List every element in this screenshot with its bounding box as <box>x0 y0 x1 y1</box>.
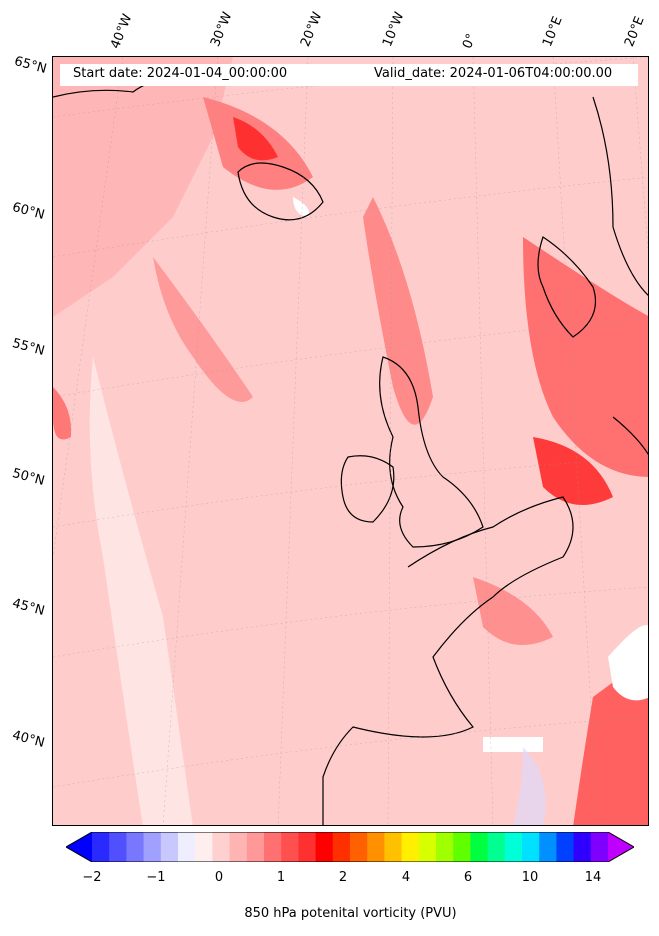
lon-label-20e: 20°E <box>622 14 648 49</box>
colorbar-tick: 14 <box>584 870 602 885</box>
start-date-label: Start date: 2024-01-04_00:00:00 <box>73 66 288 81</box>
colorbar-tick: −1 <box>146 870 166 885</box>
colorbar-swatch <box>160 832 179 862</box>
colorbar-swatch <box>298 832 317 862</box>
colorbar-extend-high <box>608 832 634 862</box>
lon-label-0: 0° <box>460 31 480 51</box>
colorbar-swatch <box>436 832 454 862</box>
pv-field-map <box>53 57 648 825</box>
colorbar-swatch <box>384 832 403 862</box>
colorbar-tick: 6 <box>463 870 473 885</box>
colorbar-swatch <box>332 832 351 862</box>
lat-label-50n: 50°N <box>10 466 47 489</box>
colorbar-swatch <box>195 832 213 862</box>
lat-label-60n: 60°N <box>10 200 47 223</box>
colorbar-swatch <box>212 832 231 862</box>
colorbar-swatch <box>143 832 162 862</box>
colorbar-swatch <box>315 832 334 862</box>
colorbar <box>66 832 634 862</box>
colorbar-swatch <box>367 832 385 862</box>
colorbar-tick: 10 <box>521 870 539 885</box>
colorbar-extend-low <box>66 832 92 862</box>
map-plot-area <box>52 56 649 826</box>
lat-label-45n: 45°N <box>10 596 47 619</box>
colorbar-swatch <box>281 832 299 862</box>
colorbar-swatch <box>487 832 506 862</box>
colorbar-tick: −2 <box>82 870 102 885</box>
colorbar-swatch <box>470 832 489 862</box>
colorbar-swatch <box>539 832 557 862</box>
lon-label-20w: 20°W <box>298 10 326 49</box>
colorbar-swatch <box>246 832 265 862</box>
lon-label-40w: 40°W <box>108 12 136 51</box>
colorbar-swatch <box>229 832 248 862</box>
valid-date-label: Valid_date: 2024-01-06T04:00:00.00 <box>374 66 613 81</box>
colorbar-label: 850 hPa potenital vorticity (PVU) <box>244 906 457 921</box>
colorbar-swatch <box>453 832 471 862</box>
colorbar-swatch <box>573 832 592 862</box>
colorbar-tick: 2 <box>338 870 348 885</box>
lat-label-40n: 40°N <box>10 728 47 751</box>
colorbar-tick: 1 <box>276 870 286 885</box>
colorbar-swatch <box>590 832 609 862</box>
colorbar-swatch <box>401 832 420 862</box>
colorbar-tick: 4 <box>401 870 411 885</box>
lon-label-10e: 10°E <box>540 14 566 49</box>
lat-label-65n: 65°N <box>12 54 49 77</box>
lon-label-10w: 10°W <box>380 10 408 49</box>
colorbar-swatch <box>92 832 110 862</box>
header-bar <box>60 64 638 86</box>
colorbar-tick: 0 <box>214 870 224 885</box>
colorbar-swatch <box>418 832 437 862</box>
lat-label-55n: 55°N <box>10 336 47 359</box>
lon-label-30w: 30°W <box>208 10 236 49</box>
colorbar-swatch <box>556 832 575 862</box>
colorbar-swatch <box>178 832 196 862</box>
colorbar-swatch <box>350 832 368 862</box>
colorbar-swatch <box>264 832 282 862</box>
colorbar-swatch <box>504 832 523 862</box>
colorbar-swatch <box>109 832 127 862</box>
colorbar-swatch <box>126 832 145 862</box>
colorbar-swatch <box>522 832 540 862</box>
